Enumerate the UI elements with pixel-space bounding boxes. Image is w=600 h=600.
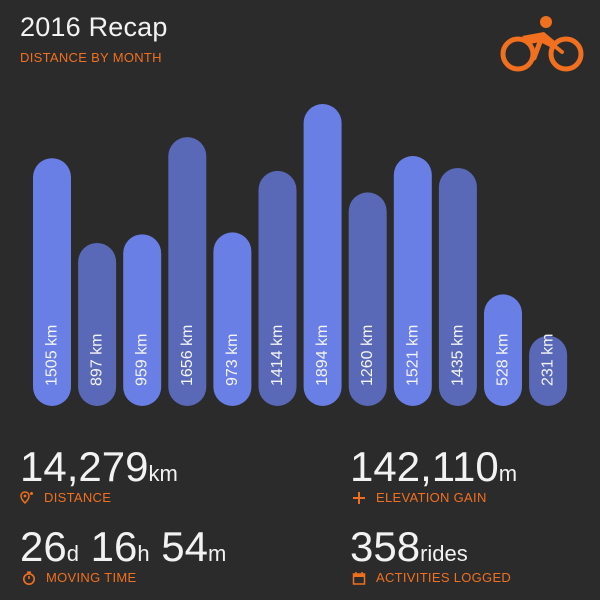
- page-title: 2016 Recap: [20, 12, 168, 42]
- distance-label: DISTANCE: [44, 490, 112, 505]
- bar-value-label: 231 km: [540, 334, 557, 386]
- moving-time-minutes-unit: m: [208, 541, 227, 566]
- bar-value-label: 528 km: [495, 334, 512, 386]
- chart-bar: [168, 137, 207, 406]
- elevation-unit: m: [498, 461, 518, 486]
- moving-time-hours: 16: [90, 523, 138, 570]
- distance-label-row: DISTANCE: [20, 490, 111, 505]
- chart-bar: [258, 170, 297, 406]
- bar-value-label: 897 km: [89, 334, 106, 386]
- chart-bar: [484, 294, 522, 406]
- activities-stat: 358rides: [350, 526, 468, 575]
- chart-bar: [348, 192, 387, 406]
- distance-value: 14,279: [20, 443, 149, 490]
- stopwatch-icon: [23, 570, 35, 585]
- activities-value: 358: [350, 523, 421, 570]
- calendar-icon: [352, 571, 366, 585]
- activities-label: ACTIVITIES LOGGED: [376, 570, 512, 585]
- moving-time-hours-unit: h: [137, 541, 150, 566]
- chart-bar: [529, 335, 568, 406]
- chart-bar: [123, 234, 162, 406]
- bar-value-label: 1435 km: [449, 325, 466, 386]
- elevation-label-row: ELEVATION GAIN: [352, 490, 487, 505]
- bar-value-label: 1521 km: [404, 325, 421, 386]
- map-pin-icon: [20, 490, 33, 504]
- bar-value-label: 973 km: [224, 334, 241, 386]
- activities-label-row: ACTIVITIES LOGGED: [352, 570, 511, 585]
- chart-bar: [303, 104, 342, 406]
- moving-time-minutes: 54: [161, 523, 208, 570]
- distance-bar-chart: 1505 km 897 km 959 km 1656 km 973 km 1414 km 1…: [33, 104, 568, 406]
- moving-time-label-row: MOVING TIME: [22, 570, 136, 585]
- elevation-value: 142,110: [350, 443, 499, 490]
- distance-unit: km: [148, 461, 178, 486]
- page-subtitle: DISTANCE BY MONTH: [20, 50, 162, 65]
- activities-unit: rides: [420, 541, 468, 566]
- distance-stat: 14,279km: [20, 446, 178, 495]
- bar-value-label: 1505 km: [44, 325, 61, 386]
- moving-time-label: MOVING TIME: [46, 570, 137, 585]
- moving-time-stat: 26d 16h 54m: [20, 526, 226, 575]
- moving-time-days-unit: d: [66, 541, 79, 566]
- cyclist-icon: [500, 16, 584, 72]
- chart-bar: [393, 155, 432, 406]
- chart-bar: [213, 232, 252, 406]
- moving-time-days: 26: [20, 523, 67, 570]
- chart-bar: [78, 242, 117, 406]
- chart-bar: [438, 167, 477, 406]
- bar-value-label: 1656 km: [179, 325, 196, 386]
- elevation-label: ELEVATION GAIN: [376, 490, 487, 505]
- bar-value-label: 1414 km: [269, 325, 286, 386]
- bar-value-label: 1894 km: [314, 325, 331, 386]
- chart-bar: [33, 158, 71, 406]
- plus-icon: [353, 491, 365, 504]
- bar-value-label: 959 km: [134, 334, 151, 386]
- bar-value-label: 1260 km: [359, 325, 376, 386]
- elevation-stat: 142,110m: [350, 446, 517, 495]
